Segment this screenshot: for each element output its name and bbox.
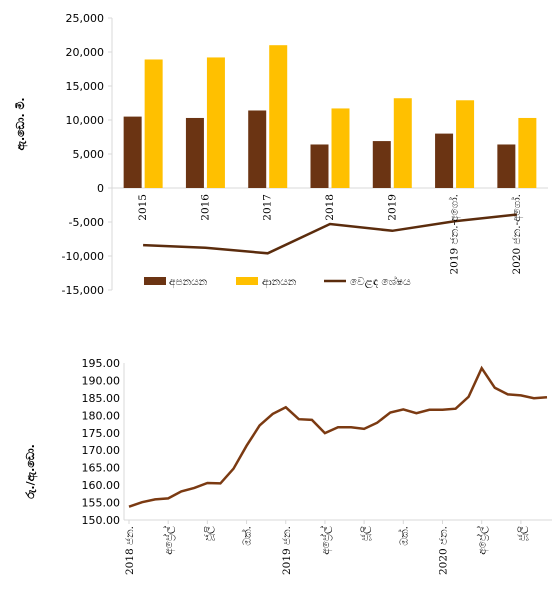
exchange-rate-chart: රු./ඇ.ඩො. 150.00 155.00 160.00 165.00 170.00… xyxy=(24,357,552,575)
y-tick-label: 15,000 xyxy=(66,80,105,93)
bar xyxy=(518,117,537,188)
y-tick-label: -10,000 xyxy=(62,250,104,263)
x-tick-label: 2019 ජන. xyxy=(281,526,293,575)
y-axis-label: රු./ඇ.ඩො. xyxy=(24,444,38,499)
y-tick-label: 170.00 xyxy=(82,444,121,457)
legend-label-balance: වෙළඳ ශේෂය xyxy=(350,274,411,289)
legend-swatch-imports xyxy=(236,277,258,285)
x-tick-label: 2019 ජන.-අගෝ. xyxy=(447,194,462,275)
x-tick-label: 2016 xyxy=(199,194,211,221)
bar xyxy=(435,133,454,188)
bar xyxy=(310,144,329,188)
y-ticks: 150.00 155.00 160.00 165.00 170.00 175.00 180.… xyxy=(82,357,121,527)
y-tick-label: 25,000 xyxy=(66,12,105,25)
x-tick-label: 2019 xyxy=(386,194,398,221)
x-tick-marks xyxy=(128,520,522,524)
bar xyxy=(185,117,204,188)
x-tick-label: අප්‍රේල් xyxy=(475,525,490,555)
y-tick-label: 185.00 xyxy=(82,392,121,405)
y-tick-label: 10,000 xyxy=(66,114,105,127)
trade-chart: ඇ.ඩො. මි. 25,000 20,000 15,000 10,000 5,000 0… xyxy=(14,12,548,297)
bars xyxy=(123,45,537,189)
y-tick-label: -15,000 xyxy=(62,284,104,297)
x-tick-label: 2018 ජන. xyxy=(124,526,136,575)
x-tick-label: අප්‍රේල් xyxy=(318,525,333,555)
x-tick-labels: 2018 ජන. අප්‍රේල් ජූලි ඔක්. 2019 ජන. අප්‍රේල්… xyxy=(124,525,529,575)
y-tick-label: 195.00 xyxy=(82,357,121,370)
y-tick-label: 155.00 xyxy=(82,497,121,510)
legend-label-imports: ආනයන xyxy=(262,276,297,289)
bar xyxy=(206,57,225,188)
x-tick-label: 2020 ජන.-අගෝ. xyxy=(509,194,524,275)
legend: අපනයන ආනයන වෙළඳ ශේෂය xyxy=(144,274,411,289)
bar xyxy=(144,59,163,189)
y-tick-label: 20,000 xyxy=(66,46,105,59)
y-tick-label: 175.00 xyxy=(82,427,121,440)
x-tick-label: ජූලි xyxy=(359,525,372,542)
bar xyxy=(372,141,391,188)
y-tick-label: 165.00 xyxy=(82,462,121,475)
bar xyxy=(331,108,350,188)
bar xyxy=(248,110,267,188)
y-tick-label: 150.00 xyxy=(82,514,121,527)
legend-label-exports: අපනයන xyxy=(169,276,208,289)
y-tick-label: 5,000 xyxy=(73,148,105,161)
bar xyxy=(456,100,475,188)
x-tick-label: 2018 xyxy=(324,194,336,221)
x-tick-label: 2020 ජන. xyxy=(438,526,450,575)
y-tick-label: 190.00 xyxy=(82,374,121,387)
bar xyxy=(269,45,288,189)
y-ticks: 25,000 20,000 15,000 10,000 5,000 0 -5,000 -10,… xyxy=(62,12,112,297)
x-tick-label: ජූලි xyxy=(202,525,215,542)
y-axis-label: ඇ.ඩො. මි. xyxy=(14,97,28,150)
x-tick-label: 2015 xyxy=(137,194,149,221)
bar xyxy=(393,98,412,188)
y-tick-label: 160.00 xyxy=(82,479,121,492)
x-tick-label: ඔක්. xyxy=(239,526,253,546)
x-tick-label: අප්‍රේල් xyxy=(161,525,176,555)
bar xyxy=(123,116,142,188)
x-tick-label: ජූලි xyxy=(516,525,529,542)
y-tick-label: 0 xyxy=(97,182,104,195)
y-tick-label: -5,000 xyxy=(69,216,104,229)
legend-swatch-exports xyxy=(144,277,166,285)
x-tick-labels: 2015 2016 2017 2018 2019 2019 ජන.-අගෝ. 2020 ජන… xyxy=(137,194,524,275)
y-tick-label: 180.00 xyxy=(82,409,121,422)
x-tick-label: 2017 xyxy=(262,194,274,221)
bar xyxy=(497,144,516,188)
series-line-trade-balance xyxy=(143,213,518,255)
series-line-exchange-rate xyxy=(128,365,548,508)
x-tick-label: ඔක්. xyxy=(396,526,410,546)
